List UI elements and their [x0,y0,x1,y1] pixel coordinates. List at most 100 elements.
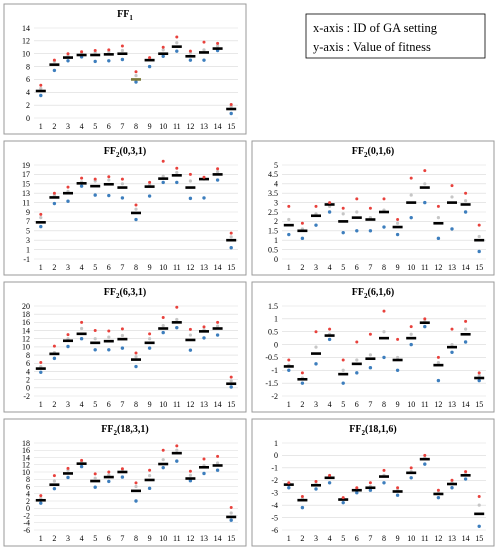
y-tick-label: 0 [274,340,278,349]
lower-point [79,464,84,469]
best-point [300,371,304,375]
median-bar [199,177,209,181]
panel-title: FF2(6,3,1) [104,287,146,300]
x-tick-label: 11 [173,263,181,272]
x-tick-label: 4 [328,400,332,409]
y-tick-label: 0 [274,255,278,264]
lower-point [327,337,332,342]
best-point [382,197,386,201]
median-bar [433,363,444,367]
best-point [161,315,165,319]
lower-point [134,364,138,369]
x-tick-label: 6 [107,122,111,131]
x-tick-label: 12 [186,122,194,131]
y-tick-label: 4 [26,490,30,499]
x-tick-label: 6 [107,534,111,543]
best-point [175,444,179,448]
y-tick-label: 15 [22,180,30,189]
upper-point [355,210,359,214]
best-point [341,358,345,362]
upper-point [436,216,440,220]
legend-y-axis-text: y-axis : Value of fitness [313,40,431,54]
best-point [287,481,291,485]
best-point [314,330,318,334]
lower-point [147,346,152,350]
median-bar [226,238,237,242]
median-bar [76,53,87,57]
lower-point [355,491,359,495]
x-tick-label: 6 [107,400,111,409]
median-bar [131,358,141,361]
median-bar [283,483,294,486]
median-bar [90,184,101,188]
y-tick-label: 10 [22,343,30,352]
best-point [382,309,386,313]
x-tick-label: 15 [475,534,483,543]
x-tick-label: 15 [227,400,235,409]
best-point [477,494,481,498]
y-tick-label: -3 [271,489,278,498]
best-point [188,49,192,53]
x-tick-label: 4 [328,534,332,543]
y-tick-label: -1.5 [265,379,278,388]
lower-point [79,184,84,188]
x-tick-label: 13 [448,534,456,543]
upper-point [409,193,413,197]
x-tick-label: 13 [200,122,208,131]
lower-point [229,518,233,522]
best-point [148,468,152,472]
x-tick-label: 2 [300,534,304,543]
median-bar [212,47,223,50]
y-tick-label: 11 [22,198,30,207]
best-point [202,40,206,44]
upper-point [134,73,138,78]
lower-point [477,524,481,528]
y-tick-label: 14 [22,326,30,335]
x-tick-label: 8 [134,400,138,409]
lower-point [39,501,43,505]
upper-point [161,458,165,462]
best-point [328,327,332,331]
y-tick-label: 2 [26,101,30,110]
median-bar [35,367,46,370]
median-bar [433,492,444,496]
x-tick-label: 2 [52,122,56,131]
y-tick-label: 2 [26,375,30,384]
median-bar [419,321,430,325]
y-tick-label: -2 [271,392,278,401]
best-point [396,218,400,222]
lower-point [134,80,138,84]
median-bar [158,462,169,466]
panel-title-main: FF [117,9,129,20]
median-bar [338,220,349,223]
y-tick-label: 6 [26,359,30,368]
y-tick-label: -0.5 [265,353,278,362]
y-tick-label: 6 [26,482,30,491]
lower-point [368,488,373,492]
y-tick-label: 12 [22,37,30,46]
best-point [436,204,440,208]
panel-title-args: (0,1,6) [368,146,395,157]
best-point [436,355,440,359]
lower-point [175,49,179,53]
upper-point [175,317,179,322]
upper-point [409,332,413,336]
x-tick-label: 7 [368,400,372,409]
best-point [93,177,97,181]
x-tick-label: 5 [93,400,97,409]
panel-frame [3,418,247,547]
best-point [368,481,372,485]
lower-point [161,180,165,185]
median-bar [76,332,87,336]
best-point [134,203,138,207]
lower-point [463,477,468,481]
lower-point [202,196,206,200]
lower-point [327,210,332,214]
best-point [52,191,56,195]
panel-title-main: FF [104,287,116,298]
median-bar [49,352,60,356]
panel-frame [251,281,495,413]
median-bar [199,51,209,54]
